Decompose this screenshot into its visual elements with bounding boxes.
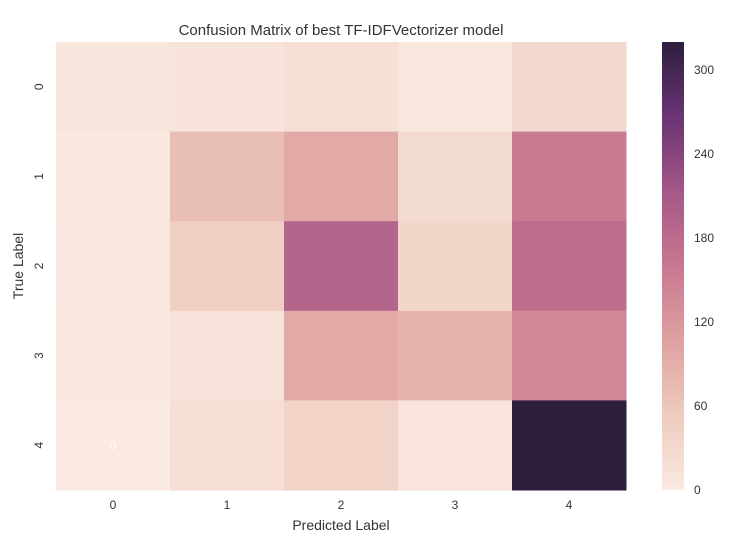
chart-title: Confusion Matrix of best TF-IDFVectorize… <box>179 22 504 39</box>
heatmap-cell-r0-c0 <box>56 42 171 133</box>
colorbar-tick-labels: 0 60 120 180 240 300 <box>694 63 714 497</box>
heatmap-cell-r0-c3 <box>398 42 513 133</box>
heatmap-cell-r4-c3 <box>398 400 513 491</box>
heatmap-cell-r1-c1 <box>170 131 285 222</box>
y-axis-label: True Label <box>10 233 26 299</box>
colorbar-tick-label: 240 <box>694 147 714 161</box>
x-tick-label: 3 <box>452 498 459 512</box>
heatmap-cell-r1-c2 <box>284 131 399 222</box>
heatmap-cell-r4-c4 <box>512 400 627 491</box>
heatmap-cell-r0-c1 <box>170 42 285 133</box>
colorbar-tick-label: 120 <box>694 315 714 329</box>
colorbar <box>662 42 684 490</box>
heatmap-cell-r2-c0 <box>56 221 171 312</box>
x-tick-label: 1 <box>224 498 231 512</box>
heatmap-cell-r1-c0 <box>56 131 171 222</box>
colorbar-tick-label: 180 <box>694 231 714 245</box>
y-tick-label: 4 <box>32 442 46 449</box>
heatmap-cell-r3-c1 <box>170 310 285 401</box>
y-tick-label: 0 <box>32 83 46 90</box>
heatmap-cell-r2-c1 <box>170 221 285 312</box>
heatmap-cell-r0-c4 <box>512 42 627 133</box>
y-tick-label: 3 <box>32 352 46 359</box>
heatmap-cell-r1-c3 <box>398 131 513 222</box>
colorbar-tick-label: 0 <box>694 483 701 497</box>
colorbar-tick-label: 60 <box>694 399 708 413</box>
heatmap-cell-r3-c0 <box>56 310 171 401</box>
x-tick-label: 0 <box>110 498 117 512</box>
cell-annotations: 0 <box>110 440 116 452</box>
heatmap-cell-r0-c2 <box>284 42 399 133</box>
x-tick-label: 2 <box>338 498 345 512</box>
heatmap-cell-r4-c2 <box>284 400 399 491</box>
heatmap-cell-r4-c0 <box>56 400 171 491</box>
heatmap-cell-r3-c3 <box>398 310 513 401</box>
x-tick-labels: 0 1 2 3 4 <box>110 498 573 512</box>
x-tick-label: 4 <box>566 498 573 512</box>
heatmap-cell-r2-c4 <box>512 221 627 312</box>
heatmap-cell-r3-c2 <box>284 310 399 401</box>
heatmap-cell-r1-c4 <box>512 131 627 222</box>
cell-annotation: 0 <box>110 440 116 452</box>
colorbar-tick-label: 300 <box>694 63 714 77</box>
heatmap-cell-r2-c3 <box>398 221 513 312</box>
y-tick-label: 2 <box>32 262 46 269</box>
heatmap-cells <box>56 42 627 491</box>
heatmap-cell-r4-c1 <box>170 400 285 491</box>
x-axis-label: Predicted Label <box>292 517 389 533</box>
heatmap-cell-r2-c2 <box>284 221 399 312</box>
heatmap-cell-r3-c4 <box>512 310 627 401</box>
y-tick-labels: 0 1 2 3 4 <box>32 83 46 448</box>
y-tick-label: 1 <box>32 173 46 180</box>
